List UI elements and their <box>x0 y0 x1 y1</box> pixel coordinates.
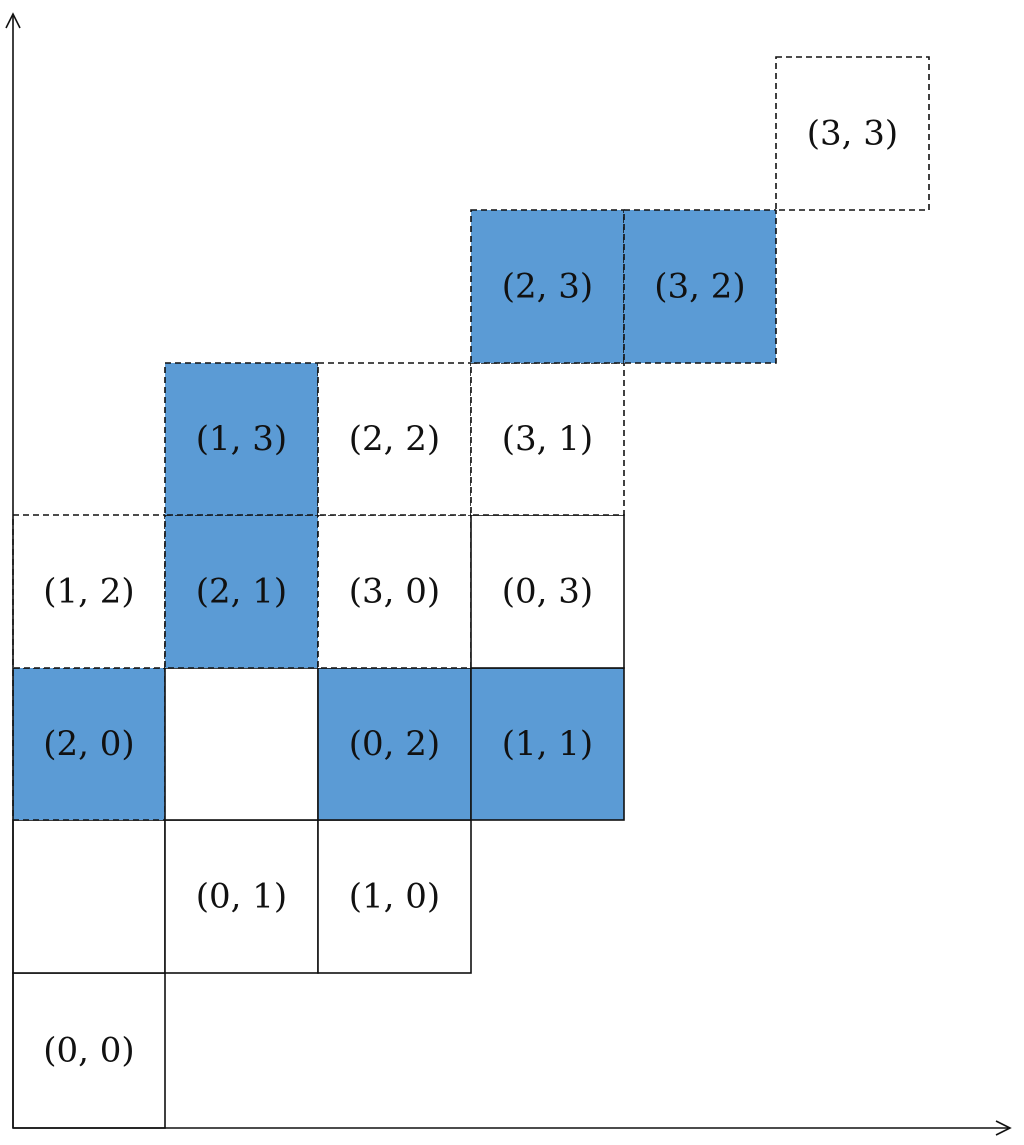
grid-cell: (3, 3) <box>775 56 930 211</box>
cell-label: (0, 2) <box>349 724 440 764</box>
cell-label: (2, 0) <box>43 724 134 764</box>
grid-cell: (2, 3) <box>470 209 625 364</box>
cell-label: (3, 2) <box>654 267 745 307</box>
grid-cell: (1, 3) <box>164 362 319 516</box>
grid-cell <box>12 819 166 974</box>
cell-box <box>470 209 625 364</box>
cell-label: (1, 1) <box>502 724 593 764</box>
cell-label: (2, 3) <box>502 267 593 307</box>
grid-cell: (1, 1) <box>470 667 625 821</box>
grid-cell: (0, 1) <box>164 819 319 974</box>
axes-layer <box>5 12 1012 1136</box>
cell-box <box>317 667 472 821</box>
cell-box <box>470 514 625 669</box>
grid-cell: (2, 2) <box>317 362 472 516</box>
cell-box <box>12 819 166 974</box>
cell-box <box>470 667 625 821</box>
cell-box <box>164 514 319 669</box>
grid-cell: (1, 0) <box>317 819 472 974</box>
grid-cell: (3, 0) <box>317 514 472 669</box>
cell-box <box>623 209 777 364</box>
grid-cell <box>164 667 319 821</box>
grid-cell: (3, 2) <box>623 209 777 364</box>
grid-cell: (0, 2) <box>317 667 472 821</box>
cell-label: (0, 3) <box>502 572 593 612</box>
grid-cell: (2, 0) <box>12 667 166 821</box>
cell-box <box>164 362 319 516</box>
cell-label: (1, 0) <box>349 877 440 917</box>
cell-box <box>12 667 166 821</box>
grid-cell: (0, 3) <box>470 514 625 669</box>
grid-cell: (3, 1) <box>470 362 625 516</box>
cell-label: (3, 0) <box>349 572 440 612</box>
grid-cell: (2, 1) <box>164 514 319 669</box>
cell-box <box>775 56 930 211</box>
cell-box <box>317 362 472 516</box>
cell-box <box>164 819 319 974</box>
cell-label: (0, 1) <box>196 877 287 917</box>
cell-box <box>317 514 472 669</box>
cell-label: (1, 2) <box>43 572 134 612</box>
cells-layer: (0, 0) (0, 1) (1, 0) (2, 0) (0, 2) (1, 1) (1, … <box>12 56 930 1129</box>
cell-label: (0, 0) <box>43 1031 134 1071</box>
cell-label: (3, 3) <box>807 114 898 154</box>
grid-cell: (0, 0) <box>12 972 166 1129</box>
cell-label: (2, 1) <box>196 572 287 612</box>
cell-box <box>12 972 166 1129</box>
cell-label: (1, 3) <box>196 419 287 459</box>
cell-label: (2, 2) <box>349 419 440 459</box>
cell-box <box>164 667 319 821</box>
cell-label: (3, 1) <box>502 419 593 459</box>
y-axis-arrowhead <box>5 12 21 29</box>
x-axis-arrowhead <box>995 1120 1012 1136</box>
cell-box <box>470 362 625 516</box>
grid-cell: (1, 2) <box>12 514 166 669</box>
